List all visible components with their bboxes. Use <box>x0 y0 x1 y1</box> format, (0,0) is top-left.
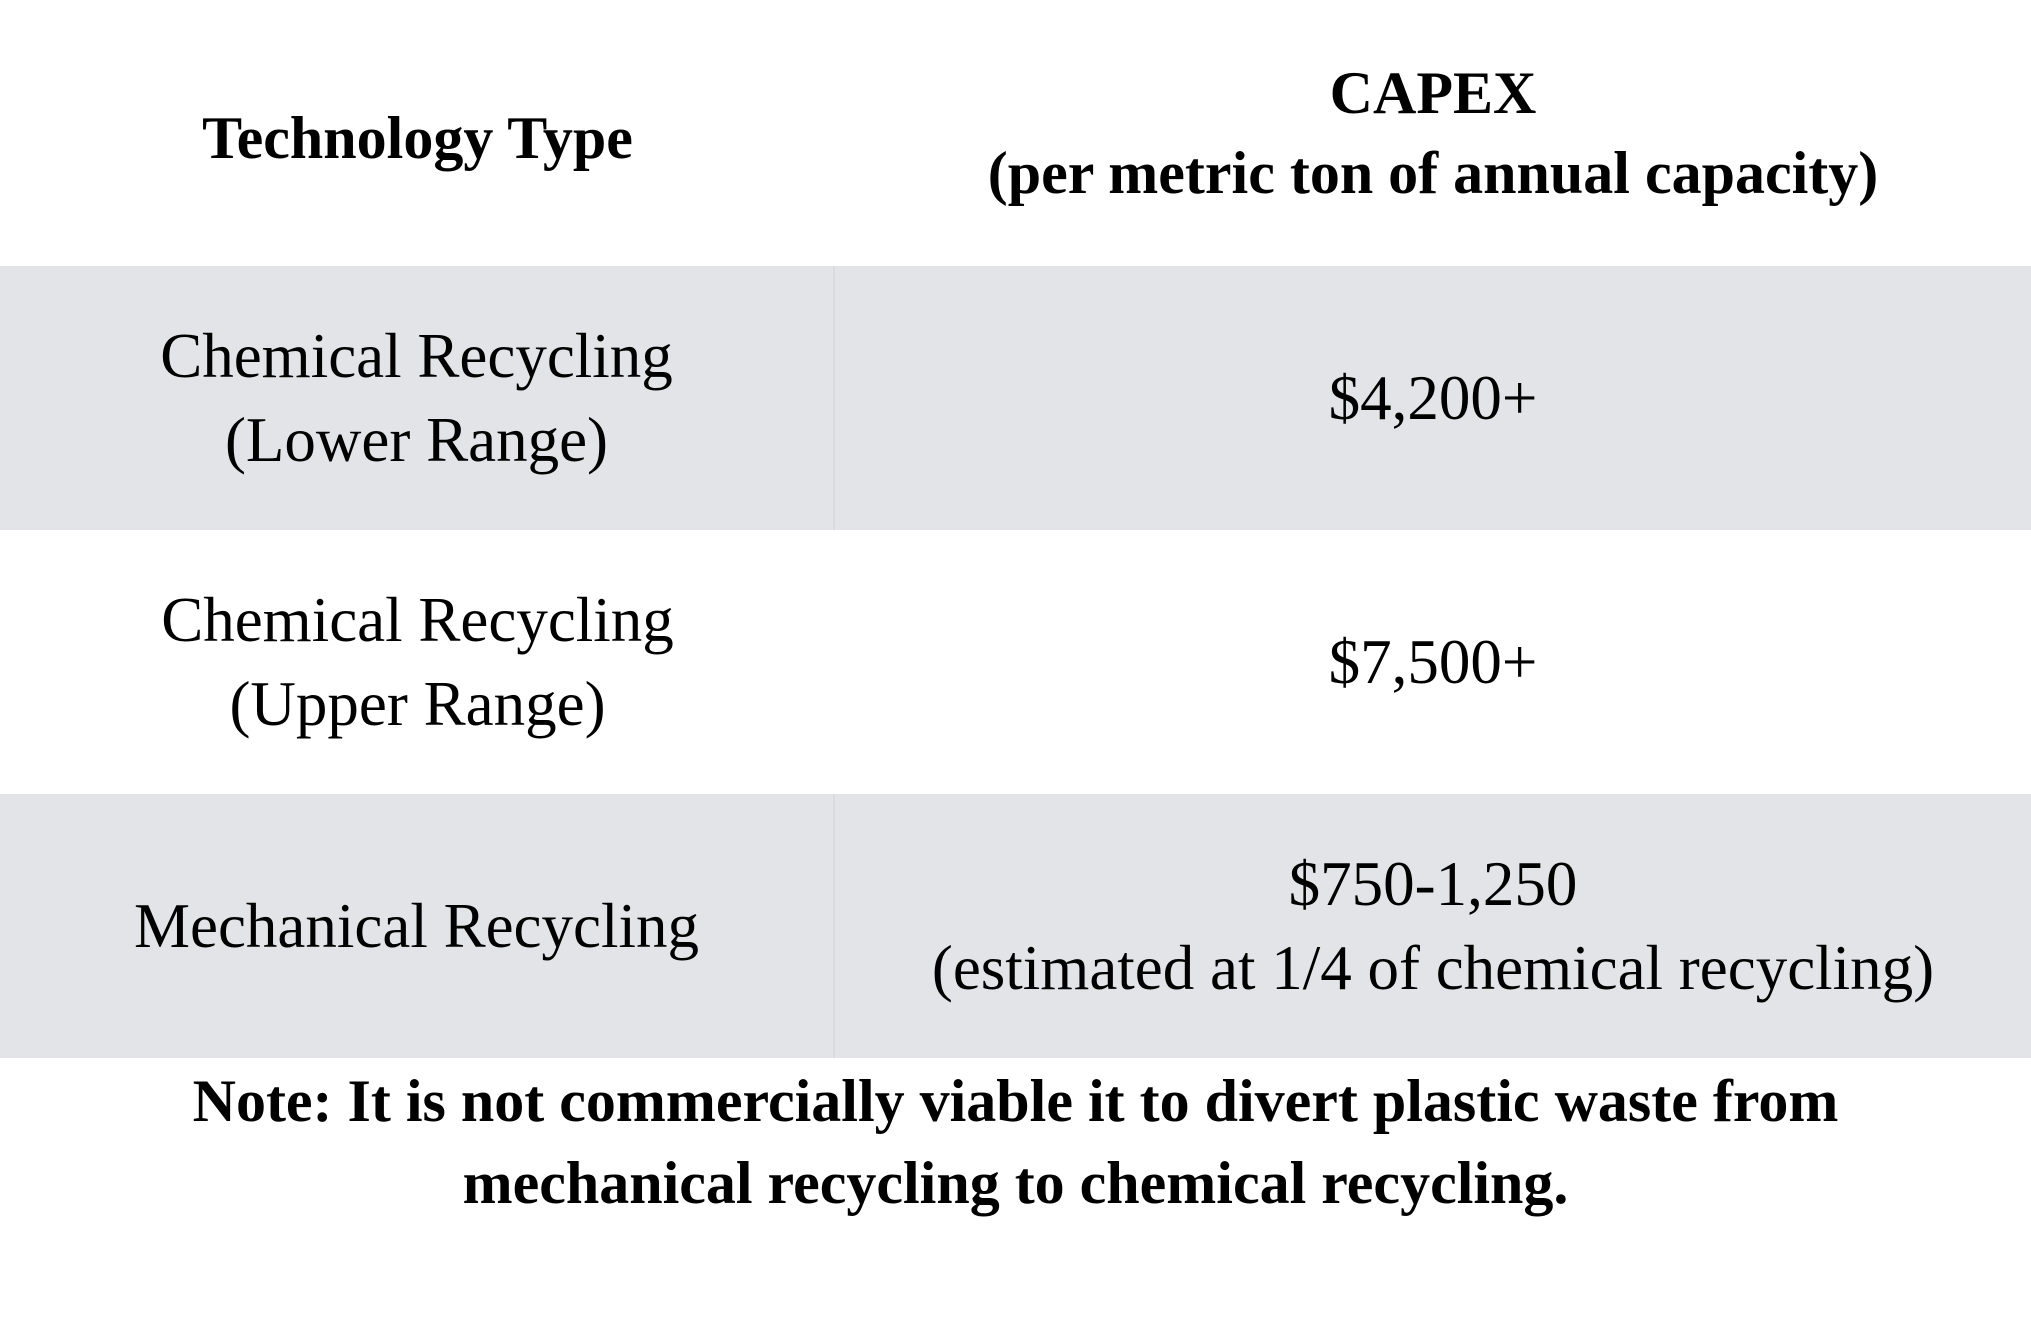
table-row: Chemical Recycling (Lower Range) $4,200+ <box>0 266 2031 530</box>
header-technology-type-label: Technology Type <box>202 105 633 171</box>
capex-table: Technology Type CAPEX (per metric ton of… <box>0 0 2031 1058</box>
footnote-line-2: mechanical recycling to chemical recycli… <box>462 1150 1569 1216</box>
technology-cell: Mechanical Recycling <box>0 794 835 1058</box>
capex-cell: $4,200+ <box>835 266 2031 530</box>
technology-cell: Chemical Recycling (Upper Range) <box>0 530 835 794</box>
table-row: Chemical Recycling (Upper Range) $7,500+ <box>0 530 2031 794</box>
technology-name: Mechanical Recycling <box>133 891 699 961</box>
technology-range: (Lower Range) <box>224 405 609 475</box>
capex-value: $4,200+ <box>1328 363 1538 433</box>
header-capex-sublabel: (per metric ton of annual capacity) <box>987 140 1879 206</box>
technology-name: Chemical Recycling <box>161 585 674 655</box>
capex-estimate-note: (estimated at 1/4 of chemical recycling) <box>931 933 1935 1003</box>
capex-cell: $750-1,250 (estimated at 1/4 of chemical… <box>835 794 2031 1058</box>
header-capex-label: CAPEX <box>1329 60 1537 126</box>
footnote-line-1: Note: It is not commercially viable it t… <box>192 1068 1839 1134</box>
capex-cell: $7,500+ <box>835 530 2031 794</box>
capex-value: $750-1,250 <box>1288 849 1578 919</box>
footnote: Note: It is not commercially viable it t… <box>0 1060 2031 1224</box>
table-row: Mechanical Recycling $750-1,250 (estimat… <box>0 794 2031 1058</box>
technology-name: Chemical Recycling <box>160 321 673 391</box>
technology-range: (Upper Range) <box>229 669 606 739</box>
capex-value: $7,500+ <box>1328 627 1538 697</box>
table-header-row: Technology Type CAPEX (per metric ton of… <box>0 0 2031 266</box>
technology-cell: Chemical Recycling (Lower Range) <box>0 266 835 530</box>
header-technology-type: Technology Type <box>0 0 835 266</box>
header-capex: CAPEX (per metric ton of annual capacity… <box>835 0 2031 266</box>
